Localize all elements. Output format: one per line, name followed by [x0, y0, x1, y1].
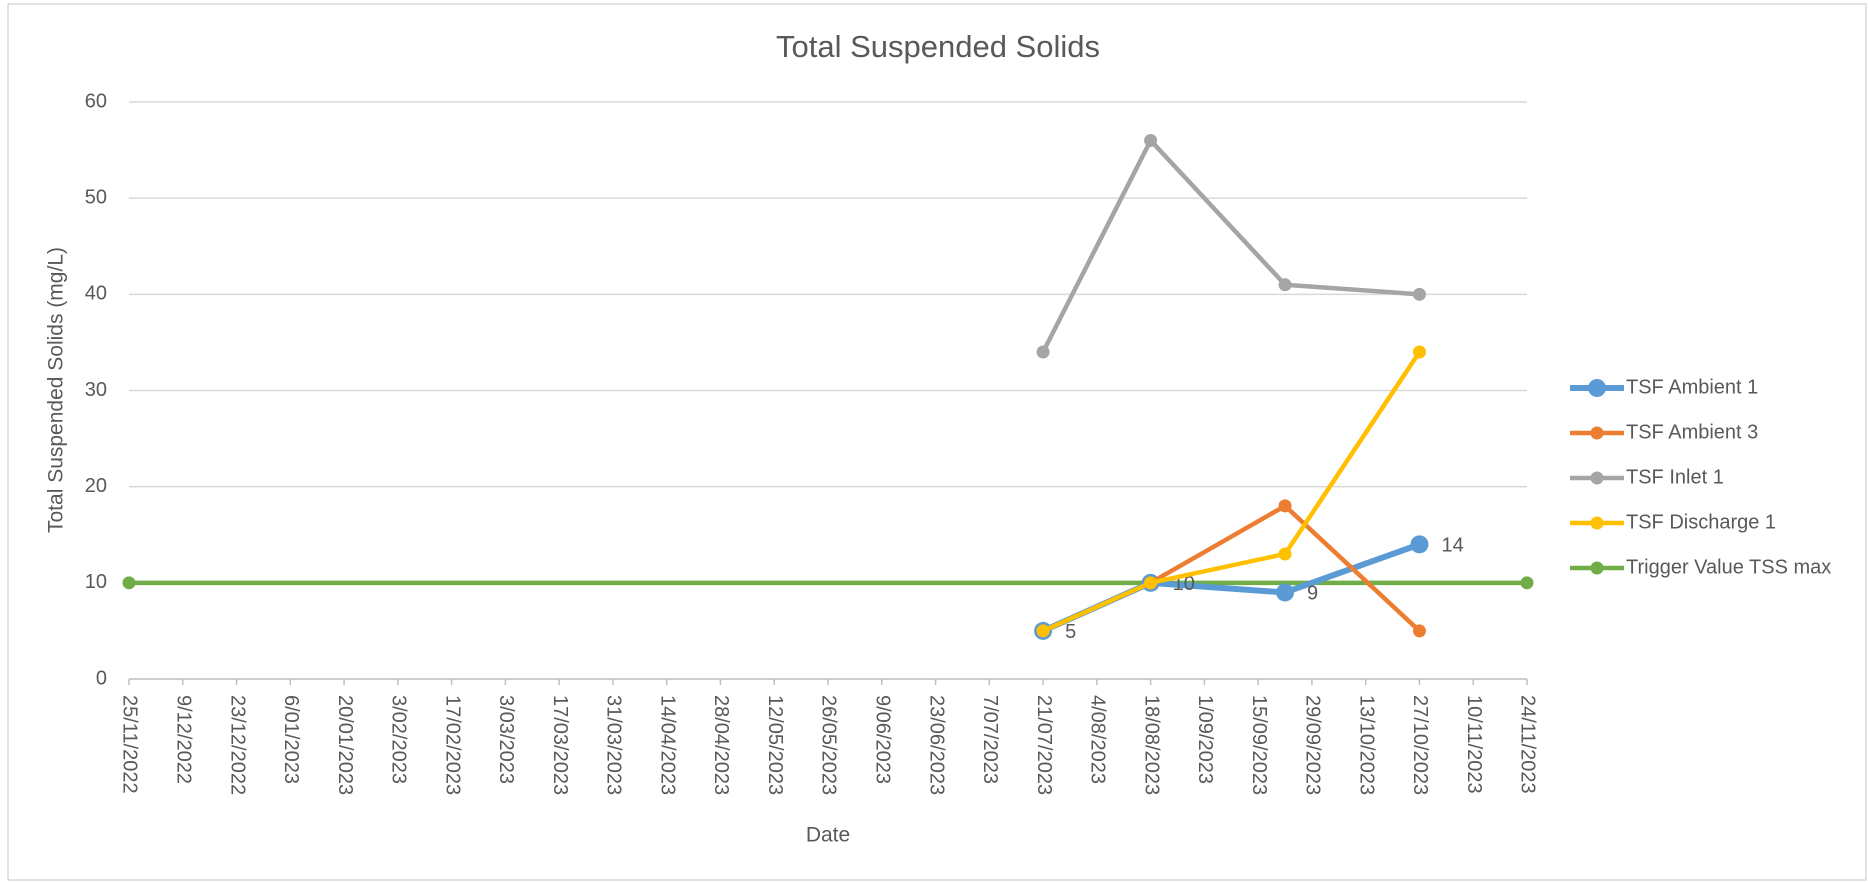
x-tick-label: 28/04/2023 — [710, 695, 732, 795]
data-point — [1412, 345, 1426, 359]
data-point — [1278, 547, 1292, 561]
x-tick-label: 9/06/2023 — [871, 695, 893, 784]
x-tick-label: 31/03/2023 — [603, 695, 625, 795]
data-point — [1412, 287, 1426, 301]
data-point — [1036, 345, 1050, 359]
data-point — [1278, 278, 1292, 292]
legend-label: TSF Ambient 1 — [1626, 376, 1758, 398]
data-label: 5 — [1065, 621, 1076, 643]
y-tick-label: 40 — [85, 283, 107, 305]
x-tick-label: 10/11/2023 — [1463, 695, 1485, 794]
x-tick-label: 23/06/2023 — [925, 695, 947, 795]
legend-label: TSF Ambient 3 — [1626, 421, 1758, 443]
y-tick-label: 10 — [85, 571, 107, 593]
x-tick-label: 26/05/2023 — [818, 695, 840, 795]
x-tick-label: 21/07/2023 — [1033, 695, 1055, 795]
x-tick-label: 17/02/2023 — [441, 695, 463, 795]
x-tick-label: 6/01/2023 — [280, 695, 302, 784]
data-point — [122, 576, 136, 590]
y-tick-label: 50 — [85, 186, 107, 208]
legend-marker — [1588, 379, 1606, 397]
series-line — [1042, 350, 1422, 633]
data-point — [1144, 133, 1158, 147]
legend-marker — [1590, 426, 1604, 440]
data-label: 9 — [1307, 583, 1318, 605]
data-point — [1036, 624, 1050, 638]
x-tick-label: 1/09/2023 — [1194, 695, 1216, 784]
x-axis-title: Date — [806, 824, 850, 847]
x-tick-label: 24/11/2023 — [1517, 695, 1539, 794]
x-tick-label: 29/09/2023 — [1302, 695, 1324, 795]
x-tick-label: 7/07/2023 — [979, 695, 1001, 784]
series-line — [1041, 138, 1420, 354]
data-point — [1276, 583, 1295, 602]
data-point — [1278, 499, 1292, 513]
x-tick-label: 17/03/2023 — [549, 695, 571, 795]
data-point — [1144, 576, 1158, 590]
y-tick-label: 30 — [85, 379, 107, 401]
x-tick-label: 3/02/2023 — [388, 695, 410, 784]
x-tick-label: 13/10/2023 — [1355, 695, 1377, 795]
legend-marker — [1590, 561, 1604, 575]
y-axis-title: Total Suspended Solids (mg/L) — [45, 247, 68, 533]
legend-label: TSF Inlet 1 — [1626, 466, 1724, 488]
x-tick-label: 9/12/2022 — [172, 695, 194, 784]
x-tick-label: 20/01/2023 — [334, 695, 356, 795]
y-tick-label: 60 — [85, 90, 107, 112]
legend-marker — [1590, 516, 1604, 530]
y-tick-label: 0 — [96, 667, 107, 689]
x-tick-label: 27/10/2023 — [1409, 695, 1431, 795]
x-tick-label: 25/11/2022 — [119, 695, 141, 794]
data-point — [1410, 535, 1429, 554]
x-tick-label: 3/03/2023 — [495, 695, 517, 784]
x-tick-label: 14/04/2023 — [656, 695, 678, 795]
x-tick-label: 15/09/2023 — [1248, 695, 1270, 795]
data-label: 14 — [1441, 535, 1463, 557]
x-tick-label: 4/08/2023 — [1087, 695, 1109, 784]
legend-marker — [1590, 471, 1604, 485]
chart-border — [7, 3, 1867, 881]
data-point — [1412, 624, 1426, 638]
x-tick-label: 18/08/2023 — [1140, 695, 1162, 795]
x-tick-label: 23/12/2022 — [226, 695, 248, 795]
x-tick-label: 12/05/2023 — [764, 695, 786, 795]
legend-label: Trigger Value TSS max — [1626, 556, 1831, 578]
y-tick-label: 20 — [85, 475, 107, 497]
legend-label: TSF Discharge 1 — [1626, 511, 1776, 533]
chart-title: Total Suspended Solids — [776, 29, 1100, 64]
data-point — [1520, 576, 1534, 590]
